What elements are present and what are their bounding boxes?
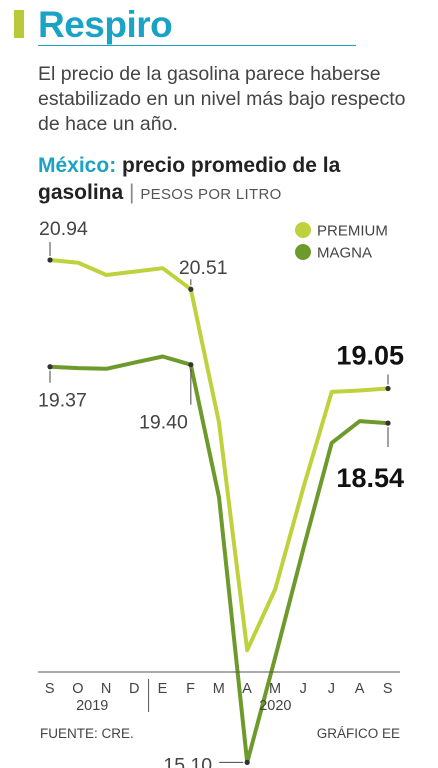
legend: PREMIUM MAGNA <box>295 222 388 262</box>
x-tick-label: M <box>213 681 226 697</box>
data-point-marker <box>385 420 391 426</box>
data-point-marker <box>188 362 194 368</box>
data-label: 18.54 <box>336 463 404 493</box>
legend-swatch-premium <box>295 222 311 238</box>
data-point-markers <box>47 257 391 765</box>
x-tick-label: J <box>300 681 308 697</box>
x-tick-label: E <box>158 681 168 697</box>
units-separator: | <box>129 181 135 204</box>
series-line-premium <box>48 258 390 653</box>
graphic-credit: GRÁFICO EE <box>316 726 400 741</box>
legend-label-premium: PREMIUM <box>317 223 388 240</box>
x-tick-label: S <box>383 681 393 697</box>
chart-title: precio promedio de la gasolina <box>38 154 341 204</box>
title-accent-bar <box>14 10 24 38</box>
series-line-magna <box>48 354 390 765</box>
data-label: 20.51 <box>179 257 228 279</box>
legend-swatch-magna <box>295 244 311 260</box>
data-label: 19.40 <box>139 412 188 434</box>
data-labels: 20.94 20.51 19.05 19.37 19.40 15.10 18.54 <box>38 218 404 768</box>
x-tick-label: O <box>72 681 84 697</box>
x-tick-label: M <box>269 681 282 697</box>
data-label: 15.10 <box>163 754 212 768</box>
x-tick-label: D <box>129 681 140 697</box>
data-label: 19.37 <box>38 390 87 412</box>
source-note: FUENTE: CRE. <box>40 726 134 741</box>
data-point-marker <box>47 257 53 263</box>
page-title: Respiro <box>38 4 173 45</box>
data-point-marker <box>244 759 250 765</box>
chart-units: PESOS POR LITRO <box>140 186 282 203</box>
x-tick-label: A <box>355 681 365 697</box>
data-label: 20.94 <box>39 218 88 240</box>
data-point-marker <box>385 385 391 392</box>
data-point-marker <box>47 364 53 370</box>
chart-heading-country: México: <box>38 154 117 177</box>
x-tick-label: F <box>186 681 195 697</box>
chart-heading: México: precio promedio de la gasolina |… <box>38 152 428 208</box>
title-divider <box>38 45 356 46</box>
x-tick-label: A <box>242 681 252 697</box>
series-lines <box>48 258 390 765</box>
x-group-label: 2020 <box>259 698 291 714</box>
subtitle: El precio de la gasolina parece haberse … <box>38 63 406 135</box>
x-tick-label: J <box>328 681 336 697</box>
data-label: 19.05 <box>336 340 404 370</box>
data-point-marker <box>188 286 194 292</box>
x-tick-label: N <box>101 681 112 697</box>
legend-label-magna: MAGNA <box>317 245 372 262</box>
x-group-label: 2019 <box>76 698 108 714</box>
x-tick-label: S <box>45 681 55 697</box>
